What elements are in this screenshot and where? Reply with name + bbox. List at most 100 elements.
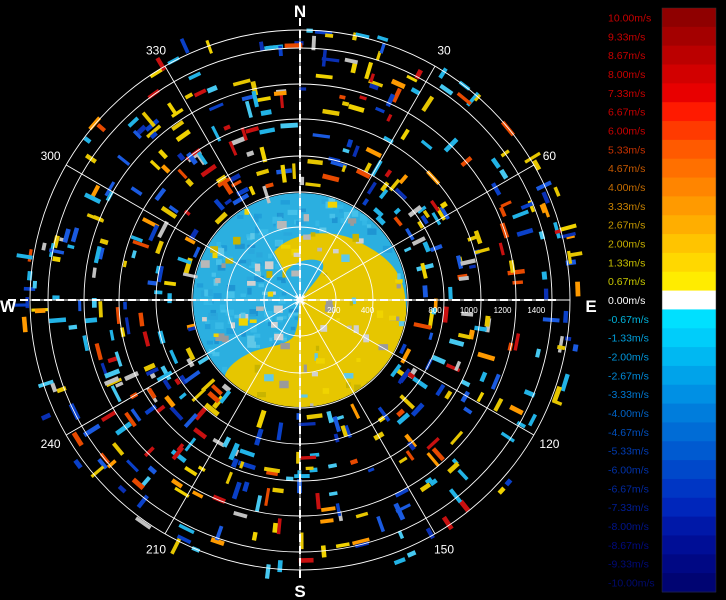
velocity-echo	[321, 506, 336, 512]
velocity-echo	[148, 224, 160, 242]
inner-field-speckle-cell	[267, 291, 274, 297]
inner-field-cell	[299, 219, 307, 225]
velocity-echo	[398, 456, 408, 464]
velocity-echo	[305, 466, 314, 471]
velocity-echo	[375, 50, 382, 61]
velocity-echo	[513, 333, 521, 351]
velocity-echo	[324, 33, 334, 38]
velocity-echo	[539, 203, 548, 214]
inner-field-cell	[215, 259, 222, 266]
velocity-echo	[476, 391, 485, 403]
velocity-echo	[62, 228, 71, 243]
inner-field-cell	[254, 275, 265, 282]
velocity-echo	[377, 406, 391, 422]
legend-swatch	[662, 196, 716, 216]
velocity-echo	[145, 367, 159, 377]
velocity-echo	[442, 306, 449, 323]
azimuth-label: 330	[146, 44, 166, 58]
velocity-echo	[320, 545, 327, 558]
velocity-echo	[176, 152, 186, 162]
inner-field-speckle-cell	[303, 364, 307, 373]
inner-field-cell	[215, 322, 224, 329]
velocity-echo	[327, 463, 338, 469]
inner-field-speckle-cell	[222, 335, 229, 343]
velocity-echo	[265, 182, 274, 189]
inner-field-cell	[288, 313, 293, 318]
velocity-echo	[564, 336, 572, 342]
velocity-legend: 10.00m/s 9.33m/s 8.67m/s 8.00m/s 7.33m/s 6.67…	[608, 7, 717, 593]
velocity-echo	[149, 131, 158, 140]
legend-label: -6.67m/s	[608, 483, 649, 495]
velocity-echo	[575, 281, 581, 297]
velocity-echo	[260, 109, 272, 116]
inner-field-speckle-cell	[279, 380, 289, 389]
velocity-echo	[146, 124, 162, 139]
velocity-echo	[93, 245, 102, 264]
velocity-echo	[390, 363, 402, 378]
range-label: 1400	[527, 306, 545, 315]
velocity-echo	[528, 413, 538, 427]
velocity-echo	[315, 73, 333, 80]
velocity-echo	[438, 67, 448, 79]
velocity-echo	[567, 251, 583, 258]
velocity-echo	[280, 122, 298, 129]
velocity-echo	[231, 481, 242, 500]
inner-field-cell	[277, 227, 282, 232]
inner-field-cell	[234, 243, 245, 249]
velocity-echo	[406, 441, 416, 451]
velocity-echo	[82, 423, 101, 438]
velocity-echo	[335, 542, 350, 549]
inner-field-speckle-cell	[249, 319, 257, 323]
velocity-echo	[572, 344, 579, 352]
legend-swatch	[662, 516, 716, 536]
velocity-echo	[104, 181, 116, 197]
velocity-echo	[306, 413, 323, 420]
legend-swatch	[662, 309, 716, 329]
azimuth-spoke	[164, 299, 301, 535]
velocity-echo	[183, 209, 191, 217]
velocity-echo	[499, 206, 507, 218]
velocity-echo	[124, 411, 137, 428]
velocity-echo	[341, 164, 347, 173]
velocity-echo	[419, 482, 432, 493]
velocity-echo	[484, 315, 491, 327]
velocity-echo	[230, 457, 239, 468]
legend-label: 10.00m/s	[608, 12, 651, 24]
inner-field-cell	[246, 234, 252, 238]
velocity-echo	[376, 515, 386, 533]
inner-field-cell	[204, 289, 209, 297]
velocity-echo	[154, 187, 167, 202]
velocity-echo	[369, 73, 375, 83]
velocity-echo	[52, 256, 61, 263]
velocity-echo	[439, 83, 454, 96]
inner-field-speckle-cell	[352, 233, 359, 242]
compass-south-label: S	[294, 582, 305, 600]
velocity-echo	[224, 198, 233, 206]
inner-field-speckle-cell	[254, 271, 262, 277]
velocity-echo	[214, 211, 228, 225]
velocity-echo	[84, 317, 98, 324]
inner-field-cell	[207, 289, 213, 296]
inner-field-cell	[250, 325, 257, 333]
inner-field-cell	[265, 317, 273, 323]
velocity-echo	[83, 192, 102, 205]
velocity-echo	[124, 317, 131, 335]
inner-field-speckle-cell	[396, 284, 401, 289]
velocity-echo	[350, 62, 358, 74]
velocity-echo	[330, 160, 348, 169]
inner-field-cell	[280, 200, 290, 205]
velocity-echo	[463, 406, 473, 415]
azimuth-spoke	[299, 299, 436, 535]
velocity-echo	[174, 486, 190, 498]
range-labels: 200 400 800 1000 1200 1400	[327, 306, 546, 315]
azimuth-spoke	[164, 65, 301, 301]
inner-field-cell	[206, 340, 214, 345]
velocity-echo	[225, 471, 233, 485]
legend-label: 5.33m/s	[608, 144, 645, 156]
inner-field-speckle-cell	[389, 315, 397, 321]
velocity-echo	[322, 173, 340, 183]
compass-west-label: W	[0, 297, 17, 316]
inner-field-speckle-cell	[280, 244, 291, 249]
velocity-echo	[406, 550, 417, 558]
inner-field-cell	[212, 352, 220, 357]
